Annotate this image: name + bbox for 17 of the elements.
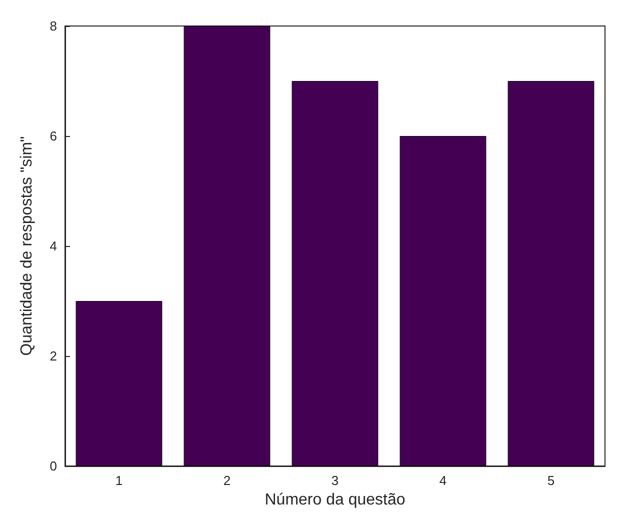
bar	[184, 26, 270, 466]
x-axis-title: Número da questão	[264, 492, 406, 508]
y-tick-label: 0	[50, 458, 57, 474]
x-tick-label: 5	[547, 473, 555, 488]
x-tick-label: 4	[439, 473, 447, 488]
bar	[292, 81, 378, 466]
y-tick-label: 4	[50, 238, 57, 254]
y-tick-label: 8	[50, 18, 57, 34]
x-tick-label: 3	[331, 473, 339, 488]
y-tick-label: 6	[50, 128, 57, 144]
y-axis-title: Quantidade de respostas "sim"	[18, 136, 36, 356]
y-tick-label: 2	[50, 348, 57, 364]
bar	[76, 301, 162, 466]
bar	[400, 136, 486, 466]
bar	[508, 81, 594, 466]
x-tick-label: 2	[223, 473, 231, 488]
x-tick-label: 1	[115, 473, 123, 488]
